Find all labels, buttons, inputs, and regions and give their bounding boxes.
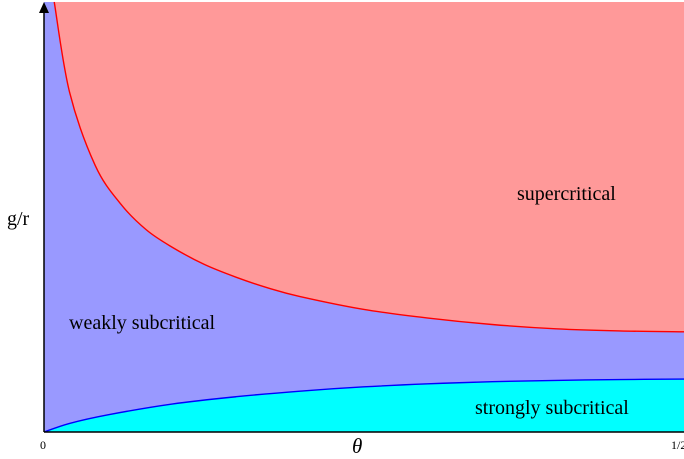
y-axis-label: g/r [7,208,30,230]
region-label-weakly-subcritical: weakly subcritical [69,312,215,334]
y-axis-arrowhead [39,2,49,13]
upper-boundary-curve [53,1,684,333]
region-strongly-subcritical [44,379,684,432]
region-supercritical [54,2,684,332]
x-tick-label-half: 1/2 [671,438,684,452]
region-label-strongly-subcritical: strongly subcritical [475,397,629,419]
x-tick-label-0: 0 [40,438,46,452]
lower-boundary-curve [43,378,684,433]
region-label-supercritical: supercritical [517,183,616,205]
x-axis-label: θ [352,434,362,458]
